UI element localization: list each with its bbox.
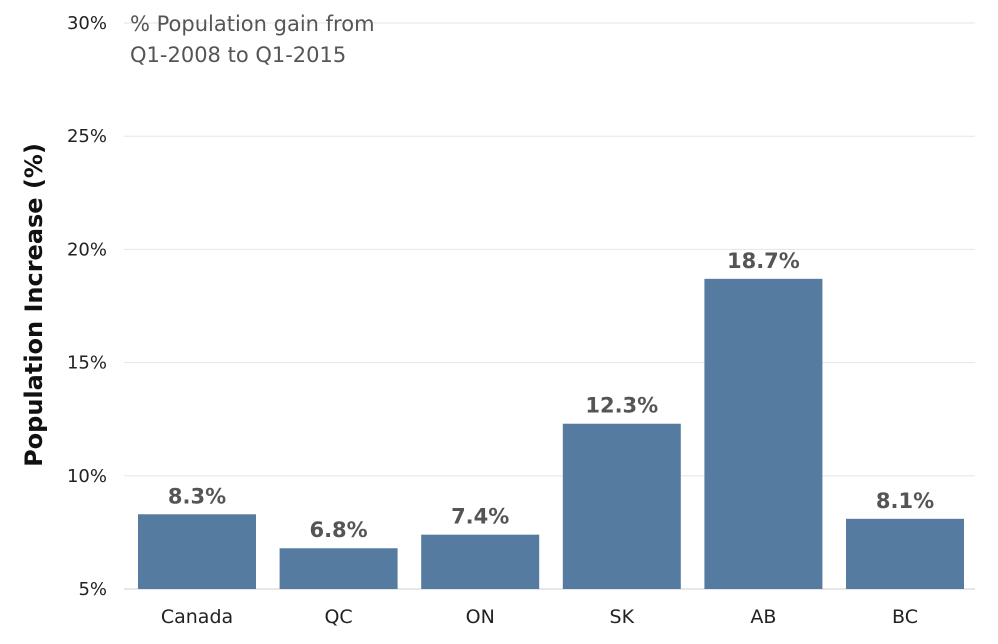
x-tick-label-canada: Canada <box>161 606 233 628</box>
x-tick-label-sk: SK <box>610 606 635 628</box>
y-tick-label: 5% <box>78 579 107 600</box>
data-label-on: 7.4% <box>451 505 509 529</box>
bar-ab <box>704 278 823 589</box>
y-tick-label: 20% <box>67 239 107 260</box>
x-tick-label-on: ON <box>466 606 495 628</box>
y-axis-ticks: 5% 10% 15% 20% 25% 30% <box>67 13 107 600</box>
x-tick-label-ab: AB <box>750 606 776 628</box>
bars <box>138 278 964 589</box>
x-tick-label-bc: BC <box>892 606 918 628</box>
bar-canada <box>138 514 256 589</box>
data-label-canada: 8.3% <box>168 484 226 508</box>
x-axis-ticks: Canada QC ON SK AB BC <box>161 606 918 628</box>
bar-bc <box>846 518 964 589</box>
y-tick-label: 30% <box>67 13 107 34</box>
chart-title-line-2: Q1-2008 to Q1-2015 <box>130 43 346 67</box>
grid-lines <box>124 22 975 590</box>
data-label-bc: 8.1% <box>876 489 934 513</box>
data-label-ab: 18.7% <box>727 249 800 273</box>
data-labels: 8.3% 6.8% 7.4% 12.3% 18.7% 8.1% <box>168 249 934 542</box>
chart-title-line-1: % Population gain from <box>130 12 375 36</box>
bar-sk <box>562 423 681 589</box>
data-label-sk: 12.3% <box>585 394 658 418</box>
bar-qc <box>279 548 398 589</box>
y-tick-label: 25% <box>67 126 107 147</box>
x-tick-label-qc: QC <box>324 606 352 628</box>
y-tick-label: 10% <box>67 466 107 487</box>
y-axis-title: Population Increase (%) <box>20 143 48 467</box>
bar-on <box>421 534 540 589</box>
y-tick-label: 15% <box>67 353 107 374</box>
data-label-qc: 6.8% <box>309 518 367 542</box>
